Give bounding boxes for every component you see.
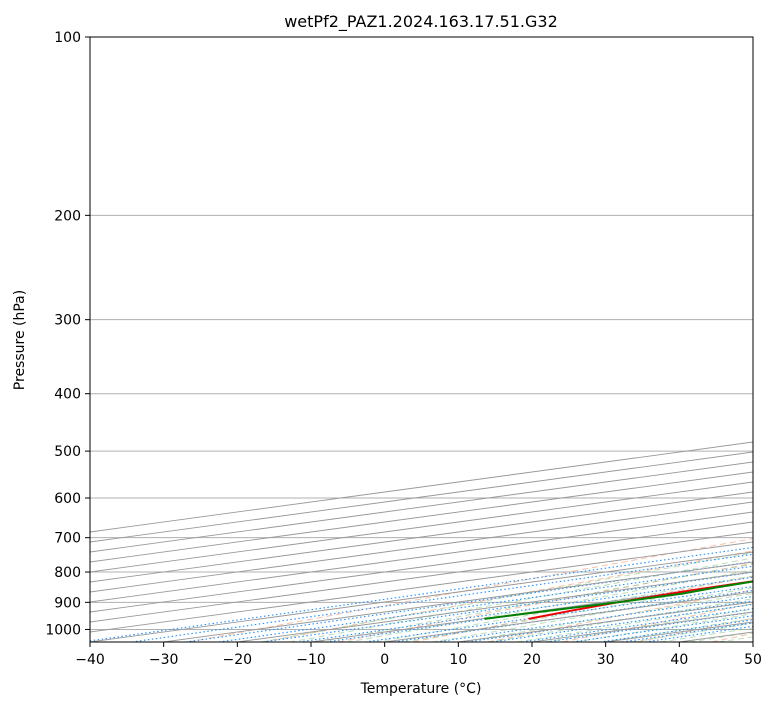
plot-frame (89, 36, 754, 643)
isotherms (90, 441, 753, 642)
x-tick-label: 30 (597, 652, 615, 668)
y-axis-ticks: 1000 900 800 700 600 500 400 300 200 100 (45, 30, 90, 638)
moist-adiabat-line (431, 587, 753, 642)
isotherm-line (90, 531, 753, 623)
y-tick-label: 300 (54, 313, 81, 329)
y-tick-label: 200 (54, 208, 81, 224)
moist-adiabat-line (516, 603, 753, 642)
y-tick-label: 700 (54, 531, 81, 547)
mixing-ratio-line (90, 546, 753, 642)
chart-title: wetPf2_PAZ1.2024.163.17.51.G32 (284, 12, 558, 32)
x-tick-label: 10 (449, 652, 467, 668)
y-tick-label: 800 (54, 565, 81, 581)
x-tick-label: 0 (380, 652, 389, 668)
mixing-ratio-line (492, 603, 753, 642)
y-tick-label: 100 (54, 30, 81, 46)
y-tick-label: 1000 (45, 622, 81, 638)
isotherm-line (90, 511, 753, 603)
mixing-ratio-line (131, 553, 753, 642)
isotherm-line (90, 481, 753, 573)
moist-adiabats (260, 552, 753, 642)
x-tick-label: 50 (744, 652, 762, 668)
mixing-ratio-line (436, 595, 753, 642)
moist-adiabat-line (346, 569, 753, 642)
y-axis-label: Pressure (hPa) (12, 290, 28, 390)
x-tick-label: 20 (523, 652, 541, 668)
moist-adiabat-line (459, 593, 753, 642)
pressure-gridlines (90, 37, 753, 630)
isotherm-line (90, 491, 753, 583)
x-axis-ticks: −40 −30 −20 −10 0 10 20 30 40 50 (75, 642, 762, 668)
x-tick-label: −40 (75, 652, 105, 668)
y-tick-label: 400 (54, 387, 81, 403)
isotherm-line (90, 521, 753, 613)
x-tick-label: −20 (223, 652, 253, 668)
dry-adiabat-line (188, 538, 753, 642)
y-tick-label: 600 (54, 491, 81, 507)
x-axis-label: Temperature (°C) (360, 681, 482, 697)
plot-area: 0.10.20.40.611.5234681013162025303601020… (90, 37, 753, 642)
x-tick-label: 40 (670, 652, 688, 668)
isotherm-line (90, 501, 753, 593)
isotherm-line (90, 461, 753, 553)
moist-adiabat-line (260, 552, 753, 642)
isotherm-line (90, 471, 753, 563)
x-tick-label: −30 (149, 652, 179, 668)
isotherm-line (90, 451, 753, 543)
dry-adiabat-line (338, 562, 753, 642)
y-tick-label: 500 (54, 444, 81, 460)
y-tick-label: 900 (54, 595, 81, 611)
mixing-ratio-line (522, 608, 753, 642)
x-tick-label: −10 (296, 652, 326, 668)
moist-adiabat-line (374, 575, 753, 642)
